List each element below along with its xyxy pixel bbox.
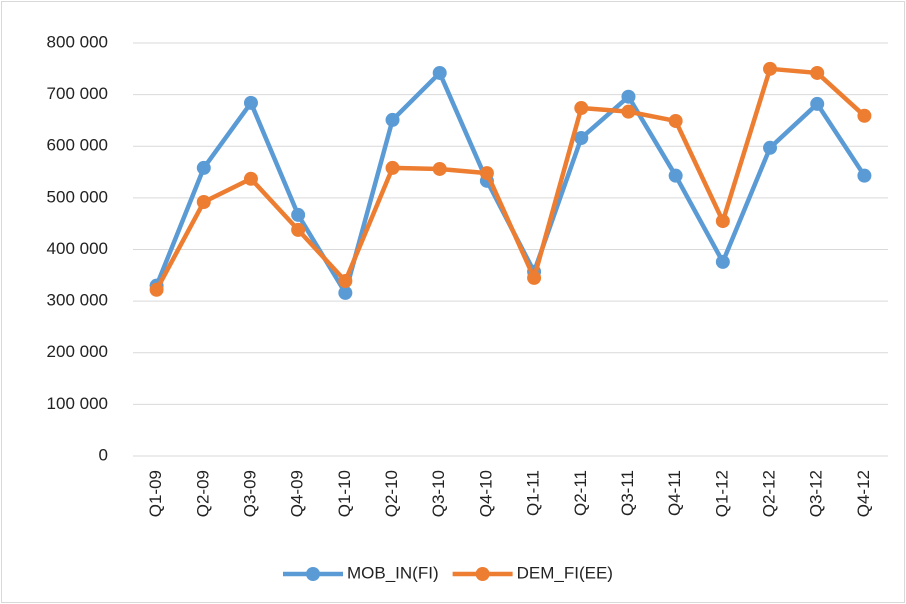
y-tick-label: 0 bbox=[99, 445, 108, 464]
data-point bbox=[810, 96, 825, 111]
series-line bbox=[154, 66, 866, 291]
legend-item: DEM_FI(EE) bbox=[452, 563, 613, 582]
data-point bbox=[857, 108, 872, 123]
x-tick-label: Q2-09 bbox=[193, 470, 212, 517]
x-tick-label: Q4-09 bbox=[288, 470, 307, 517]
data-point bbox=[149, 282, 164, 297]
x-tick-label: Q1-10 bbox=[335, 470, 354, 517]
y-tick-label: 400 000 bbox=[47, 239, 108, 258]
data-point bbox=[715, 254, 730, 269]
data-point bbox=[621, 104, 636, 119]
data-point bbox=[338, 273, 353, 288]
x-tick-label: Q2-12 bbox=[760, 470, 779, 517]
series bbox=[149, 61, 872, 297]
x-tick-label: Q3-09 bbox=[240, 470, 259, 517]
data-point bbox=[763, 140, 778, 155]
data-point bbox=[763, 61, 778, 76]
data-point bbox=[621, 89, 636, 104]
y-tick-label: 500 000 bbox=[47, 187, 108, 206]
data-point bbox=[196, 195, 211, 210]
x-tick-label: Q1-11 bbox=[524, 470, 543, 516]
x-tick-label: Q4-12 bbox=[854, 470, 873, 517]
y-tick-label: 300 000 bbox=[47, 291, 108, 310]
x-tick-label: Q3-11 bbox=[618, 470, 637, 516]
x-tick-label: Q2-10 bbox=[382, 470, 401, 517]
x-tick-label: Q1-12 bbox=[712, 470, 731, 517]
data-point bbox=[715, 214, 730, 229]
y-tick-label: 800 000 bbox=[47, 32, 108, 51]
data-point bbox=[432, 65, 447, 80]
data-point bbox=[668, 113, 683, 128]
data-point bbox=[574, 130, 589, 145]
x-tick-label: Q3-10 bbox=[429, 470, 448, 517]
x-tick-label: Q1-09 bbox=[146, 470, 165, 517]
data-point bbox=[810, 65, 825, 80]
data-point bbox=[527, 270, 542, 285]
data-point bbox=[432, 161, 447, 176]
legend-marker bbox=[306, 567, 320, 581]
y-tick-label: 600 000 bbox=[47, 136, 108, 155]
legend-item: MOB_IN(FI) bbox=[283, 563, 439, 582]
x-tick-label: Q4-11 bbox=[665, 470, 684, 516]
data-point bbox=[291, 207, 306, 222]
x-tick-label: Q2-11 bbox=[571, 470, 590, 516]
legend-marker bbox=[475, 567, 490, 581]
data-point bbox=[668, 168, 683, 183]
y-tick-label: 200 000 bbox=[47, 342, 108, 361]
data-point bbox=[385, 160, 400, 175]
data-point bbox=[338, 285, 353, 300]
data-point bbox=[291, 222, 306, 237]
data-point bbox=[196, 160, 211, 175]
data-point bbox=[574, 101, 589, 116]
data-point bbox=[243, 171, 258, 186]
y-tick-label: 100 000 bbox=[47, 394, 108, 413]
legend-label: DEM_FI(EE) bbox=[517, 563, 613, 582]
x-tick-label: Q4-10 bbox=[476, 470, 495, 517]
data-point bbox=[857, 168, 872, 183]
legend-label: MOB_IN(FI) bbox=[347, 563, 439, 582]
data-point bbox=[479, 166, 494, 181]
data-point bbox=[243, 95, 258, 110]
y-tick-label: 700 000 bbox=[47, 84, 108, 103]
x-tick-label: Q3-12 bbox=[807, 470, 826, 517]
data-point bbox=[385, 112, 400, 127]
